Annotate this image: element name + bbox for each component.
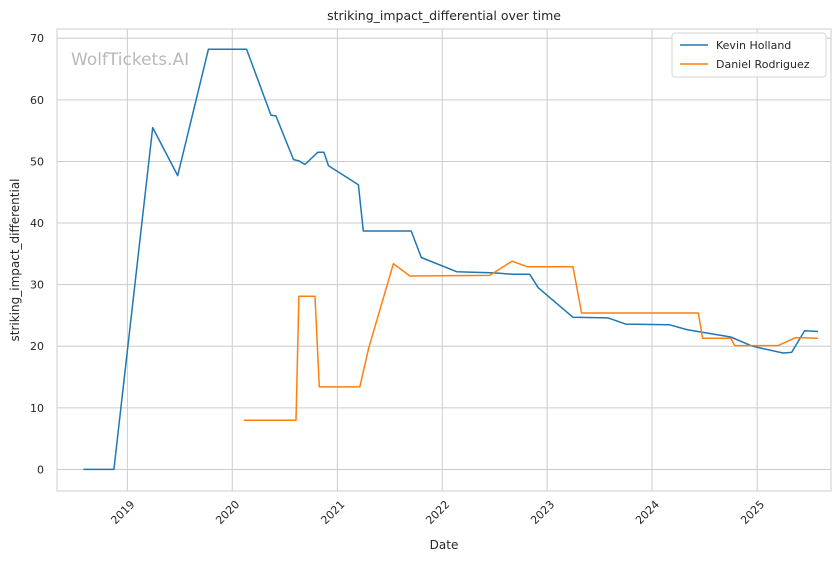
watermark-logo: WolfTickets.AI — [71, 50, 189, 70]
y-tick-label: 40 — [30, 217, 44, 230]
y-tick-label: 70 — [30, 32, 44, 45]
y-tick-label: 60 — [30, 94, 44, 107]
plot-frame — [56, 28, 832, 492]
y-axis-title: striking_impact_differential — [8, 178, 22, 341]
chart-title: striking_impact_differential over time — [327, 8, 561, 23]
legend-box — [671, 32, 827, 78]
x-axis-title: Date — [430, 538, 459, 552]
y-tick-label: 20 — [30, 340, 44, 353]
series-line-1 — [83, 48, 819, 471]
y-tick-label: 50 — [30, 155, 44, 168]
grid — [57, 29, 831, 491]
series-layer — [83, 48, 819, 471]
series-line-2 — [243, 260, 819, 421]
y-tick-label: 0 — [37, 463, 44, 476]
legend-label: Daniel Rodriguez — [716, 58, 810, 71]
legend-label: Kevin Holland — [716, 39, 791, 52]
legend: Kevin Holland Daniel Rodriguez — [671, 32, 827, 78]
y-tick-label: 10 — [30, 402, 44, 415]
y-tick-label: 30 — [30, 279, 44, 292]
